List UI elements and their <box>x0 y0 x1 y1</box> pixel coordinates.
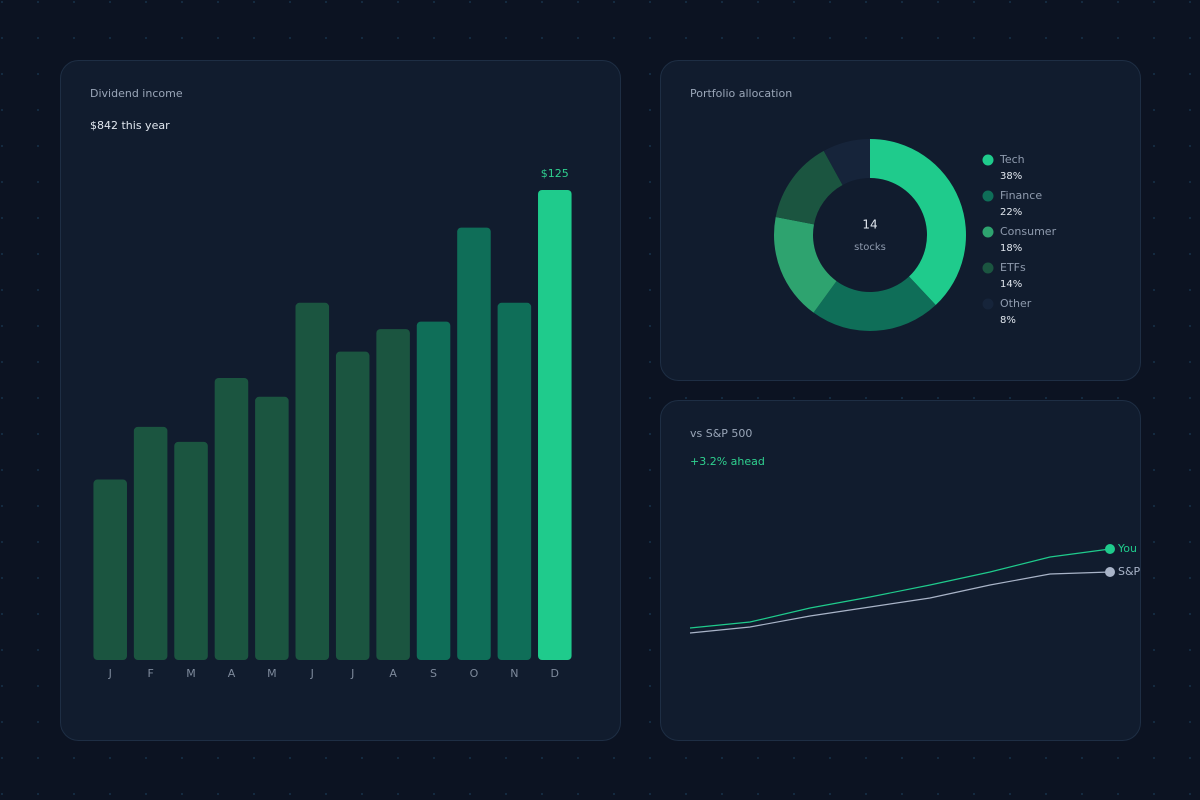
donut-segment <box>774 217 837 313</box>
legend-value: 14% <box>1000 279 1022 290</box>
bar <box>538 190 572 660</box>
card <box>660 60 1141 381</box>
legend-swatch <box>982 190 994 202</box>
card-title: Dividend income <box>90 87 183 100</box>
bar <box>457 227 491 660</box>
line-series <box>689 571 1111 634</box>
legend-swatch <box>982 262 994 274</box>
x-tick-label: M <box>267 667 277 680</box>
x-tick-label: S <box>430 667 437 680</box>
bar <box>174 441 208 660</box>
legend-value: 18% <box>1000 243 1022 254</box>
donut-segment <box>870 139 967 305</box>
donut-segment <box>775 150 843 225</box>
bar <box>497 302 532 660</box>
end-point <box>1105 544 1115 554</box>
bar <box>295 302 330 660</box>
x-tick-label: O <box>470 667 479 680</box>
card <box>660 400 1141 741</box>
bar <box>133 426 168 660</box>
donut-segment <box>813 276 936 331</box>
value-label: $125 <box>541 167 569 180</box>
x-tick-label: N <box>510 667 518 680</box>
x-tick-label: J <box>350 667 354 680</box>
legend-value: 38% <box>1000 171 1022 182</box>
x-tick-label: A <box>389 667 397 680</box>
x-tick-label: A <box>228 667 236 680</box>
line-series <box>689 548 1111 629</box>
series-label: You <box>1117 542 1137 555</box>
card-subtitle: $842 this year <box>90 119 170 132</box>
legend-swatch <box>982 298 994 310</box>
donut-segment <box>823 139 870 186</box>
legend-value: 22% <box>1000 207 1022 218</box>
bar <box>376 329 410 660</box>
x-tick-label: F <box>147 667 153 680</box>
bar <box>335 351 370 660</box>
center-label: stocks <box>854 242 886 253</box>
bar <box>255 396 289 660</box>
bar <box>93 479 127 660</box>
legend-label: Other <box>1000 297 1032 310</box>
x-tick-label: D <box>551 667 559 680</box>
legend-label: Finance <box>1000 189 1042 202</box>
x-tick-label: J <box>310 667 314 680</box>
series-label: S&P <box>1118 565 1141 578</box>
center-value: 14 <box>862 218 877 232</box>
bar <box>214 378 249 660</box>
x-tick-label: J <box>108 667 112 680</box>
legend-label: ETFs <box>1000 261 1026 274</box>
card-title: Portfolio allocation <box>690 87 792 100</box>
card-title: vs S&P 500 <box>690 427 752 440</box>
legend-label: Tech <box>999 153 1025 166</box>
end-point <box>1105 567 1115 577</box>
legend-label: Consumer <box>1000 225 1057 238</box>
legend-swatch <box>982 154 994 166</box>
x-tick-label: M <box>186 667 196 680</box>
bar <box>416 321 451 660</box>
legend-value: 8% <box>1000 315 1016 326</box>
card-subtitle: +3.2% ahead <box>690 455 765 468</box>
legend-swatch <box>982 226 994 238</box>
